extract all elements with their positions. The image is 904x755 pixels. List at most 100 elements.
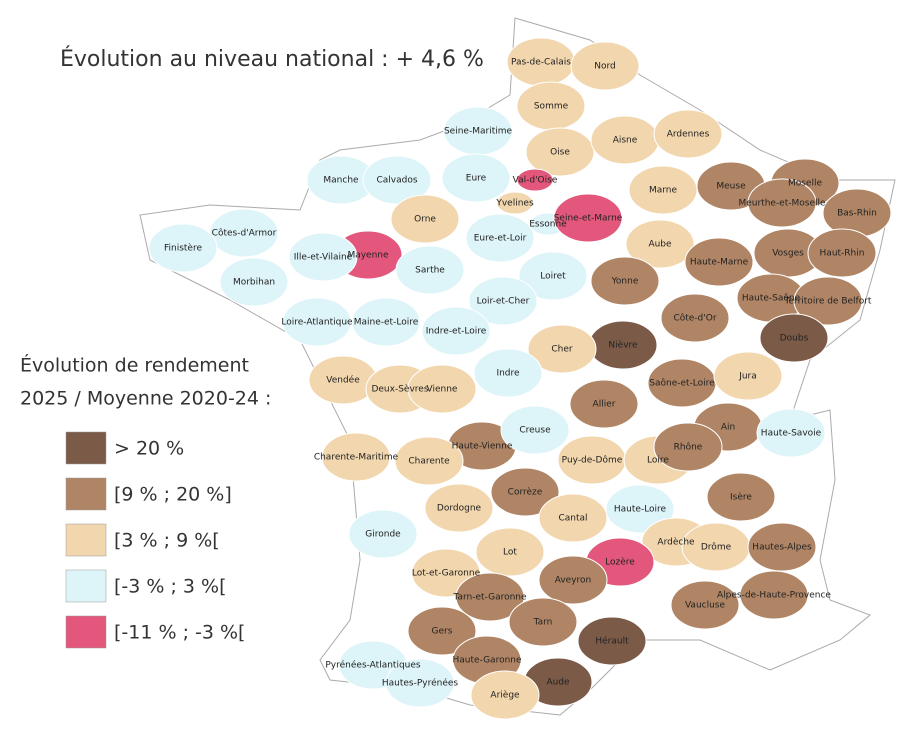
department-label: Lot [503,548,517,558]
department-shape [362,155,432,205]
legend: > 20 % [9 % ; 20 %] [3 % ; 9 %[[-3 % ; 3 %… [65,431,245,649]
department-shape [518,251,588,301]
department-shape [390,194,460,244]
department-label: Ardennes [667,130,710,140]
department-label: Dordogne [437,504,482,514]
department-label: Ille-et-Vilaine [294,253,353,263]
department-label: Aisne [613,136,638,146]
department-label: Essonne [529,220,567,230]
department-shape [747,522,817,572]
department-label: Vaucluse [685,601,726,611]
department-shape [525,127,595,177]
department-label: Hautes-Pyrénées [382,678,459,689]
department-shape [660,293,730,343]
legend-label: [-3 % ; 3 %[ [114,576,227,598]
department-label: Ardèche [657,537,695,548]
department-shape [759,313,829,363]
department-shape [527,324,597,374]
department-label: Ain [721,423,735,433]
department-label: Haute-Loire [614,505,667,515]
department-label: Rhône [674,442,703,453]
department-label: Cher [551,345,573,355]
department-label: Doubs [780,334,809,344]
department-shape [553,193,623,243]
department-label: Charente [408,457,450,467]
legend-title: Évolution de rendement [20,354,249,377]
department-shape [421,306,491,356]
department-shape [684,237,754,287]
department-label: Yvelines [495,199,534,209]
department-shape [490,467,560,517]
department-label: Isère [730,492,752,503]
department-label: Lot-et-Garonne [412,569,481,579]
department-label: Haute-Savoie [761,429,822,439]
department-label: Loiret [540,272,566,282]
department-label: Maine-et-Loire [354,318,419,328]
department-shape [219,257,289,307]
department-label: Manche [323,176,359,186]
legend-swatch [65,523,107,557]
department-label: Indre [496,369,520,379]
department-label: Seine-Maritime [444,127,513,137]
department-label: Eure-et-Loir [474,234,527,244]
legend-label: [3 % ; 9 %[ [114,530,220,552]
department-label: Somme [534,102,569,112]
department-shape [407,364,477,414]
department-label: Charente-Maritime [314,453,399,463]
department-shapes [148,37,892,720]
department-label: Deux-Sèvres [371,384,428,395]
department-label: Loir-et-Cher [477,297,530,307]
department-label: Haute-Saône [742,293,801,304]
department-shape [569,379,639,429]
department-label: Finistère [164,243,202,254]
department-shape [739,570,809,620]
department-label: Saône-et-Loire [649,378,715,389]
legend-swatch [65,431,107,465]
department-label: Vienne [427,385,458,395]
department-label: Pas-de-Calais [511,58,571,68]
department-shape [395,245,465,295]
department-shape [807,228,877,278]
department-label: Aude [546,678,570,688]
department-label: Cantal [558,514,587,524]
department-label: Hérault [595,636,629,647]
department-label: Alpes-de-Haute-Provence [717,591,831,601]
department-shape [756,408,826,458]
department-shape [653,422,723,472]
department-label: Jura [738,372,757,382]
department-label: Tarn [533,618,553,628]
department-shape [148,223,218,273]
legend-label: > 20 % [114,438,184,460]
department-shape [348,509,418,559]
department-shape [508,597,578,647]
department-label: Gironde [365,530,401,540]
department-label: Haut-Rhin [820,249,865,259]
department-shape [570,41,640,91]
department-shape [577,616,647,666]
department-label: Corrèze [508,487,543,498]
department-label: Drôme [701,542,732,553]
department-label: Loire-Atlantique [281,318,353,328]
department-label: Côte-d'Or [673,313,716,324]
legend-swatch [65,477,107,511]
department-shape [538,555,608,605]
department-shape [475,527,545,577]
department-shape [706,472,776,522]
department-shape [424,483,494,533]
department-label: Bas-Rhin [837,209,877,219]
department-label: Haute-Vienne [452,442,513,452]
department-label: Sarthe [415,266,445,276]
legend-title: 2025 / Moyenne 2020-24 : [20,388,271,410]
department-shape [351,297,421,347]
department-label: Nord [594,62,616,72]
department-label: Seine-et-Marne [554,214,623,224]
department-label: Orne [414,215,436,225]
department-label: Aveyron [555,576,592,586]
department-shape [321,432,391,482]
department-shape [605,484,675,534]
department-shape [747,178,817,228]
department-label: Nièvre [608,340,638,351]
department-label: Territoire de Belfort [784,297,872,307]
department-label: Yonne [611,277,639,287]
